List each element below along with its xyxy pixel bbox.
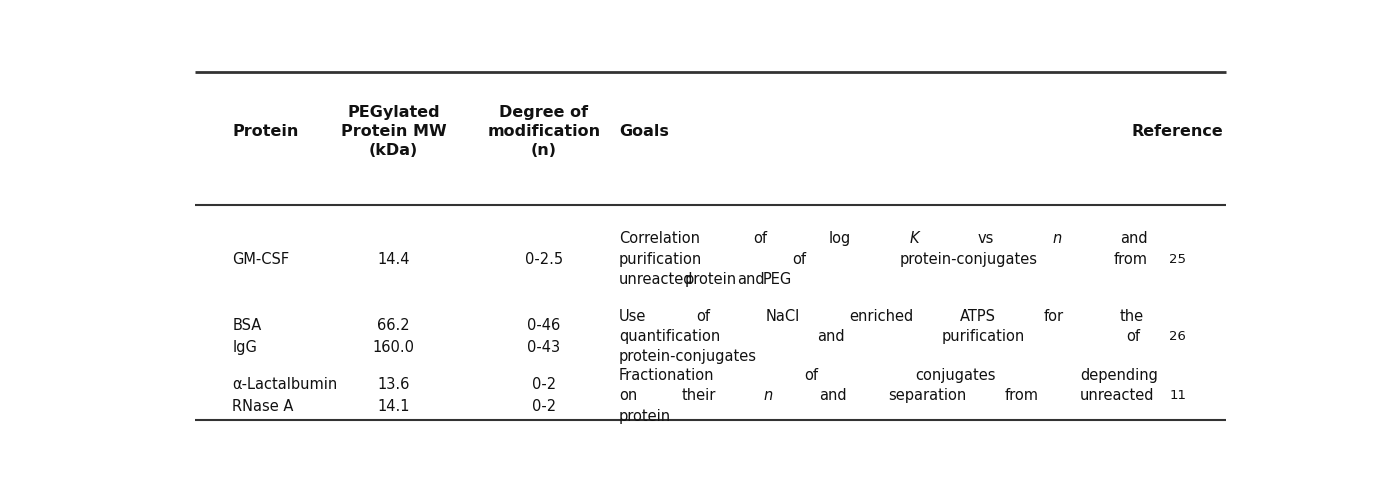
Text: protein: protein [620,408,671,424]
Text: quantification: quantification [620,329,721,344]
Text: PEGylated
Protein MW
(kDa): PEGylated Protein MW (kDa) [341,106,446,157]
Text: K: K [909,231,919,246]
Text: Reference: Reference [1132,124,1224,139]
Text: 14.4: 14.4 [377,252,410,266]
Text: 66.2
160.0: 66.2 160.0 [373,318,414,355]
Text: GM-CSF: GM-CSF [233,252,290,266]
Text: 25: 25 [1168,252,1186,265]
Text: 0-46
0-43: 0-46 0-43 [527,318,560,355]
Text: 26: 26 [1170,330,1186,343]
Text: and: and [1120,231,1148,246]
Text: protein: protein [685,272,737,287]
Text: PEG: PEG [762,272,791,287]
Text: the: the [1120,309,1143,324]
Text: 11: 11 [1168,389,1186,402]
Text: Use: Use [620,309,646,324]
Text: 0-2.5: 0-2.5 [525,252,563,266]
Text: for: for [1044,309,1063,324]
Text: Goals: Goals [620,124,669,139]
Text: log: log [829,231,851,246]
Text: Degree of
modification
(n): Degree of modification (n) [488,106,600,157]
Text: BSA
IgG: BSA IgG [233,318,262,355]
Text: conjugates: conjugates [915,368,995,383]
Text: depending: depending [1080,368,1157,383]
Text: enriched: enriched [850,309,913,324]
Text: of: of [804,368,818,383]
Text: and: and [818,329,844,344]
Text: ATPS: ATPS [959,309,995,324]
Text: α-Lactalbumin
RNase A: α-Lactalbumin RNase A [233,377,338,414]
Text: of: of [1127,329,1141,344]
Text: NaCl: NaCl [766,309,800,324]
Text: on: on [620,388,638,403]
Text: n: n [764,388,773,403]
Text: from: from [1005,388,1038,403]
Text: n: n [1052,231,1062,246]
Text: 0-2
0-2: 0-2 0-2 [532,377,556,414]
Text: unreacted: unreacted [620,272,693,287]
Text: protein-conjugates: protein-conjugates [620,349,757,364]
Text: of: of [696,309,710,324]
Text: and: and [737,272,765,287]
Text: their: their [682,388,715,403]
Text: of: of [754,231,768,246]
Text: of: of [793,252,807,266]
Text: and: and [819,388,847,403]
Text: Correlation: Correlation [620,231,700,246]
Text: protein-conjugates: protein-conjugates [900,252,1038,266]
Text: from: from [1113,252,1148,266]
Text: Fractionation: Fractionation [620,368,715,383]
Text: purification: purification [942,329,1026,344]
Text: Protein: Protein [233,124,299,139]
Text: vs: vs [977,231,994,246]
Text: purification: purification [620,252,703,266]
Text: 13.6
14.1: 13.6 14.1 [377,377,410,414]
Text: separation: separation [888,388,967,403]
Text: unreacted: unreacted [1080,388,1155,403]
